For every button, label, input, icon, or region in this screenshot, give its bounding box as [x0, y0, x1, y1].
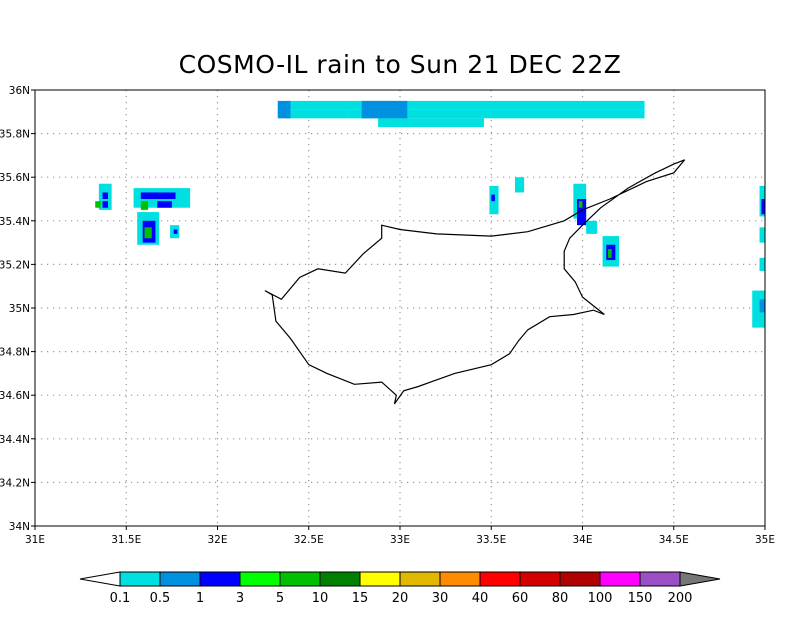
x-tick-label: 35E — [755, 534, 775, 546]
colorbar-swatch — [399, 571, 441, 587]
colorbar-label: 15 — [352, 591, 369, 606]
y-tick-label: 35N — [9, 303, 30, 315]
map-title: COSMO-IL rain to Sun 21 DEC 22Z — [178, 50, 622, 79]
cyprus-coastline — [264, 159, 686, 405]
y-tick-label: 34.4N — [0, 434, 30, 446]
y-tick-label: 35.4N — [0, 216, 30, 228]
rain-cell — [577, 199, 587, 226]
rain-cell — [102, 201, 108, 208]
rain-cell — [347, 109, 645, 119]
rain-cell — [157, 201, 172, 208]
y-tick-label: 34.6N — [0, 390, 30, 402]
colorbar-label: 20 — [392, 591, 409, 606]
colorbar-label: 150 — [628, 591, 653, 606]
rain-cells — [95, 100, 765, 328]
x-tick-label: 32.5E — [294, 534, 324, 546]
colorbar-label: 0.5 — [150, 591, 171, 606]
rain-cell — [140, 192, 176, 199]
colorbar-swatch — [279, 571, 321, 587]
rain-cell — [285, 109, 348, 119]
rain-cell — [173, 229, 178, 234]
colorbar-swatch — [599, 571, 641, 587]
y-tick-label: 34N — [9, 521, 30, 533]
rain-cell — [361, 100, 645, 110]
colorbar-swatch — [159, 571, 201, 587]
rain-cell — [140, 201, 149, 210]
colorbar-low-arrow — [79, 571, 121, 587]
colorbar-swatch — [319, 571, 361, 587]
colorbar-swatch — [639, 571, 681, 587]
rain-cell — [277, 100, 291, 119]
rain-cell — [491, 194, 495, 202]
rain-cell — [144, 227, 152, 239]
rain-cell — [578, 201, 583, 208]
grid-lines — [35, 90, 765, 526]
y-tick-label: 35.6N — [0, 172, 30, 184]
colorbar-label: 5 — [276, 591, 284, 606]
x-axis-ticks: 31E 31.5E 32E 32.5E 33E 33.5E 34E 34.5E 35E — [25, 526, 775, 546]
colorbar-label: 0.1 — [110, 591, 131, 606]
colorbar-swatch — [239, 571, 281, 587]
colorbar-swatch — [439, 571, 481, 587]
x-tick-label: 34.5E — [659, 534, 689, 546]
y-tick-label: 36N — [9, 85, 30, 97]
colorbar-high-arrow — [679, 571, 721, 587]
rain-cell — [608, 249, 612, 258]
y-tick-label: 34.8N — [0, 347, 30, 359]
colorbar-label: 3 — [236, 591, 244, 606]
rain-cell — [95, 201, 101, 208]
colorbar-swatch — [199, 571, 241, 587]
y-tick-label: 34.2N — [0, 477, 30, 489]
colorbar-label: 40 — [472, 591, 489, 606]
colorbar-label: 60 — [512, 591, 529, 606]
x-tick-label: 32E — [208, 534, 228, 546]
rain-cell — [759, 257, 765, 271]
colorbar-label: 1 — [196, 591, 204, 606]
map-frame — [34, 89, 766, 527]
colorbar-swatch — [479, 571, 521, 587]
colorbar-label: 200 — [668, 591, 693, 606]
x-tick-label: 33E — [390, 534, 410, 546]
rain-cell — [102, 192, 108, 199]
x-tick-label: 31.5E — [111, 534, 141, 546]
rain-cell — [759, 227, 765, 243]
rain-cell — [361, 100, 408, 119]
rain-cell — [759, 299, 765, 313]
x-tick-label: 31E — [25, 534, 45, 546]
y-tick-label: 35.2N — [0, 259, 30, 271]
colorbar-label: 80 — [552, 591, 569, 606]
colorbar-label: 10 — [312, 591, 329, 606]
colorbar-swatch — [119, 571, 161, 587]
y-axis-ticks: 34N 34.2N 34.4N 34.6N 34.8N 35N 35.2N 35.4N 35.6… — [0, 85, 35, 533]
rain-cell — [378, 118, 484, 128]
x-tick-label: 33.5E — [476, 534, 506, 546]
colorbar: 0.1 0.5 1 3 5 10 15 20 30 40 60 80 100 150 200 — [79, 571, 721, 606]
colorbar-label: 30 — [432, 591, 449, 606]
rain-cell — [514, 177, 525, 193]
colorbar-swatch — [359, 571, 401, 587]
rain-cell — [285, 100, 362, 110]
y-tick-label: 35.8N — [0, 129, 30, 141]
colorbar-swatch — [519, 571, 561, 587]
colorbar-label: 100 — [588, 591, 613, 606]
x-tick-label: 34E — [573, 534, 593, 546]
rain-cell — [761, 199, 765, 215]
colorbar-swatch — [559, 571, 601, 587]
rain-cell — [586, 220, 598, 234]
